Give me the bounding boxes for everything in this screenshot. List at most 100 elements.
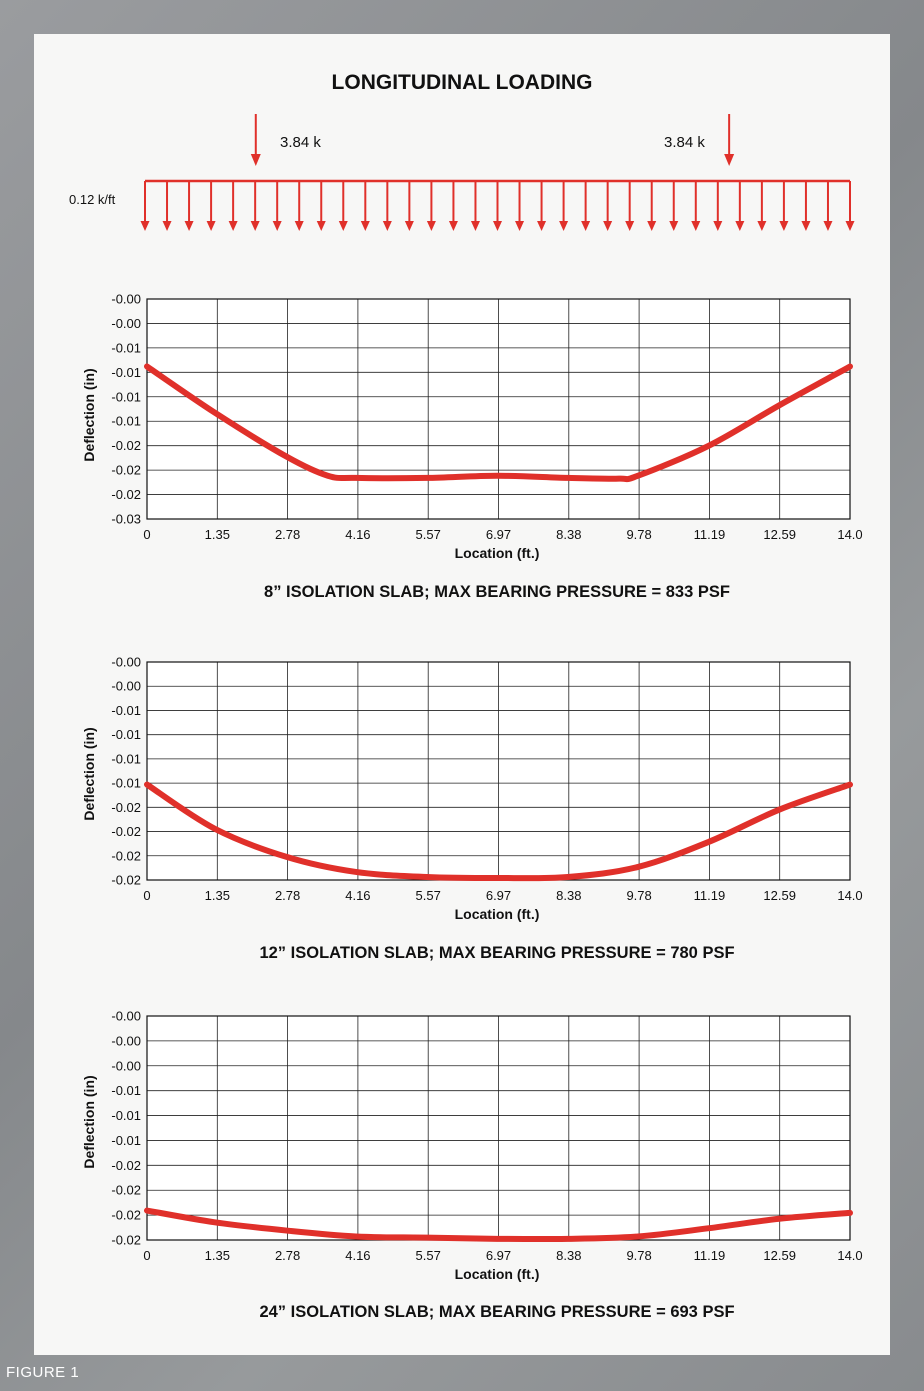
y-tick-label: -0.02 — [111, 1208, 141, 1223]
y-tick-label: -0.00 — [111, 292, 141, 307]
x-tick-label: 0 — [143, 888, 150, 903]
arrowhead-icon — [757, 221, 767, 231]
x-tick-label: 9.78 — [626, 1248, 651, 1263]
x-tick-label: 6.97 — [486, 527, 511, 542]
y-tick-label: -0.00 — [111, 679, 141, 694]
x-tick-label: 4.16 — [345, 888, 370, 903]
y-tick-label: -0.00 — [111, 1009, 141, 1024]
x-tick-label: 12.59 — [763, 888, 796, 903]
arrowhead-icon — [823, 221, 833, 231]
y-tick-label: -0.01 — [111, 1108, 141, 1123]
arrowhead-icon — [779, 221, 789, 231]
arrowhead-icon — [625, 221, 635, 231]
y-tick-label: -0.02 — [111, 1233, 141, 1248]
arrowhead-icon — [162, 221, 172, 231]
arrowhead-icon — [250, 154, 261, 166]
point-load-label-left: 3.84 k — [280, 134, 321, 151]
x-tick-label: 11.19 — [694, 527, 726, 542]
arrowhead-icon — [603, 221, 613, 231]
x-tick-label: 2.78 — [275, 1248, 300, 1263]
x-tick-label: 1.35 — [205, 888, 230, 903]
chart-ylabel: Deflection (in) — [81, 727, 97, 820]
arrowhead-icon — [691, 221, 701, 231]
point-load-label-right: 3.84 k — [664, 134, 705, 151]
chart-ylabel: Deflection (in) — [81, 368, 97, 461]
y-tick-label: -0.03 — [111, 512, 141, 527]
arrowhead-icon — [581, 221, 591, 231]
arrowhead-icon — [448, 221, 458, 231]
arrowhead-icon — [724, 154, 735, 166]
chart-caption: 24” ISOLATION SLAB; MAX BEARING PRESSURE… — [259, 1303, 734, 1321]
y-tick-label: -0.02 — [111, 848, 141, 863]
y-tick-label: -0.01 — [111, 340, 141, 355]
x-tick-label: 14.0 — [837, 1248, 862, 1263]
deflection-chart-12in: Deflection (in) Location (ft.) 12” ISOLA… — [81, 655, 863, 963]
chart-caption: 12” ISOLATION SLAB; MAX BEARING PRESSURE… — [259, 944, 734, 962]
arrowhead-icon — [140, 221, 150, 231]
x-tick-label: 14.0 — [837, 888, 862, 903]
x-tick-label: 2.78 — [275, 888, 300, 903]
chart-ylabel: Deflection (in) — [81, 1075, 97, 1168]
arrowhead-icon — [559, 221, 569, 231]
y-tick-label: -0.00 — [111, 1058, 141, 1073]
arrowhead-icon — [537, 221, 547, 231]
y-tick-label: -0.02 — [111, 1158, 141, 1173]
distributed-load-label: 0.12 k/ft — [69, 192, 116, 207]
arrowhead-icon — [845, 221, 855, 231]
y-tick-label: -0.01 — [111, 389, 141, 404]
x-tick-label: 5.57 — [416, 888, 441, 903]
x-tick-label: 14.0 — [837, 527, 862, 542]
arrowhead-icon — [316, 221, 326, 231]
chart-xlabel: Location (ft.) — [455, 545, 540, 561]
plot-frame — [146, 298, 851, 520]
deflection-line — [144, 1207, 853, 1243]
arrowhead-icon — [669, 221, 679, 231]
figure-svg: LONGITUDINAL LOADING 0.12 k/ft 3.84 k 3.… — [69, 71, 863, 1322]
deflection-chart-24in: Deflection (in) Location (ft.) 24” ISOLA… — [81, 1009, 863, 1322]
arrowhead-icon — [228, 221, 238, 231]
x-tick-label: 9.78 — [626, 888, 651, 903]
arrowhead-icon — [206, 221, 216, 231]
x-tick-label: 12.59 — [763, 1248, 796, 1263]
arrowhead-icon — [493, 221, 502, 231]
y-tick-label: -0.02 — [111, 873, 141, 888]
arrowhead-icon — [470, 221, 480, 231]
arrowhead-icon — [801, 221, 811, 231]
arrowhead-icon — [735, 221, 745, 231]
arrowhead-icon — [294, 221, 304, 231]
x-tick-label: 0 — [143, 1248, 150, 1263]
arrowhead-icon — [713, 221, 723, 231]
x-tick-label: 5.57 — [416, 527, 441, 542]
loading-diagram: 0.12 k/ft 3.84 k 3.84 k — [69, 114, 855, 231]
x-tick-label: 2.78 — [275, 527, 300, 542]
y-tick-label: -0.01 — [111, 1133, 141, 1148]
y-tick-label: -0.02 — [111, 824, 141, 839]
arrowhead-icon — [382, 221, 392, 231]
x-tick-label: 8.38 — [556, 888, 581, 903]
x-tick-label: 6.97 — [486, 888, 511, 903]
arrowhead-icon — [426, 221, 436, 231]
y-tick-label: -0.02 — [111, 1183, 141, 1198]
y-tick-label: -0.02 — [111, 800, 141, 815]
deflection-line — [144, 781, 853, 882]
y-tick-label: -0.01 — [111, 1083, 141, 1098]
y-tick-label: -0.02 — [111, 438, 141, 453]
y-tick-label: -0.01 — [111, 414, 141, 429]
arrowhead-icon — [515, 221, 525, 231]
y-tick-label: -0.01 — [111, 727, 141, 742]
arrowhead-icon — [250, 221, 260, 231]
x-tick-label: 5.57 — [416, 1248, 441, 1263]
y-tick-label: -0.00 — [111, 1033, 141, 1048]
arrowhead-icon — [647, 221, 657, 231]
deflection-chart-8in: Deflection (in) Location (ft.) 8” ISOLAT… — [81, 292, 863, 602]
y-tick-label: -0.00 — [111, 655, 141, 670]
figure-label: FIGURE 1 — [6, 1364, 80, 1381]
arrowhead-icon — [338, 221, 348, 231]
x-tick-label: 12.59 — [763, 527, 796, 542]
x-tick-label: 9.78 — [626, 527, 651, 542]
x-tick-label: 1.35 — [205, 527, 230, 542]
arrowhead-icon — [360, 221, 370, 231]
chart-xlabel: Location (ft.) — [455, 1266, 540, 1282]
y-tick-label: -0.01 — [111, 751, 141, 766]
x-tick-label: 6.97 — [486, 1248, 511, 1263]
